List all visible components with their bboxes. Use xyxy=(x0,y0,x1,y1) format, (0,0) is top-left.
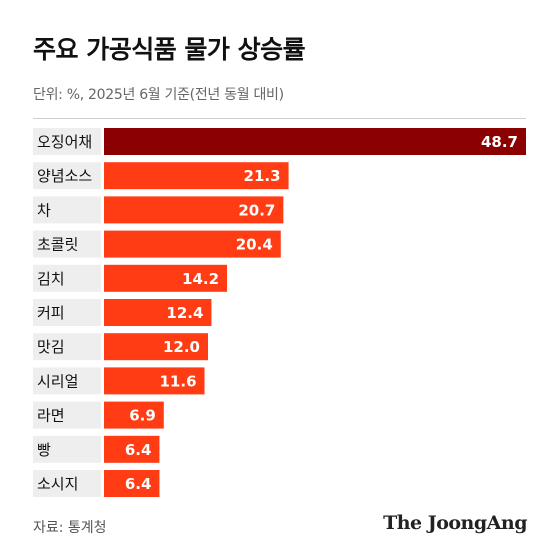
bar xyxy=(104,333,208,361)
bar xyxy=(104,128,526,155)
category-band xyxy=(33,299,101,326)
category-label: 초콜릿 xyxy=(37,236,78,254)
category-band xyxy=(33,435,101,463)
publisher-logo: The JoongAng xyxy=(383,512,527,534)
value-label: 6.4 xyxy=(125,441,152,459)
category-label: 오징어채 xyxy=(37,133,92,151)
bar xyxy=(104,299,212,326)
category-label: 맛김 xyxy=(37,338,65,356)
bar xyxy=(104,401,164,429)
category-band xyxy=(33,128,101,155)
value-label: 11.6 xyxy=(160,372,197,390)
value-label: 6.4 xyxy=(125,475,152,493)
category-label: 김치 xyxy=(37,270,65,288)
value-label: 20.4 xyxy=(236,236,273,254)
source-note: 자료: 통계청 xyxy=(33,520,107,536)
category-band xyxy=(33,264,101,292)
category-band xyxy=(33,470,101,497)
value-label: 14.2 xyxy=(182,270,219,288)
category-label: 소시지 xyxy=(37,475,78,493)
value-label: 21.3 xyxy=(244,167,281,185)
category-label: 양념소스 xyxy=(37,167,92,185)
category-band xyxy=(33,162,101,190)
category-band xyxy=(33,230,101,258)
category-label: 차 xyxy=(37,201,51,219)
category-label: 라면 xyxy=(37,407,65,425)
bar xyxy=(104,367,205,395)
value-label: 12.4 xyxy=(166,304,203,322)
category-label: 빵 xyxy=(37,441,51,459)
category-label: 커피 xyxy=(37,304,65,322)
chart-title: 주요 가공식품 물가 상승률 xyxy=(33,35,306,64)
bar xyxy=(104,162,289,190)
bar xyxy=(104,470,160,497)
bar xyxy=(104,264,228,292)
value-label: 20.7 xyxy=(238,201,275,219)
value-label: 12.0 xyxy=(163,338,200,356)
category-label: 시리얼 xyxy=(37,372,78,390)
header-divider xyxy=(33,118,526,119)
chart-subtitle: 단위: %, 2025년 6월 기준(전년 동월 대비) xyxy=(33,87,284,103)
bar xyxy=(104,435,160,463)
bar xyxy=(104,196,284,224)
value-label: 6.9 xyxy=(129,407,156,425)
value-label: 48.7 xyxy=(481,133,518,151)
category-band xyxy=(33,401,101,429)
bar xyxy=(104,230,281,258)
category-band xyxy=(33,333,101,361)
category-band xyxy=(33,367,101,395)
category-band xyxy=(33,196,101,224)
